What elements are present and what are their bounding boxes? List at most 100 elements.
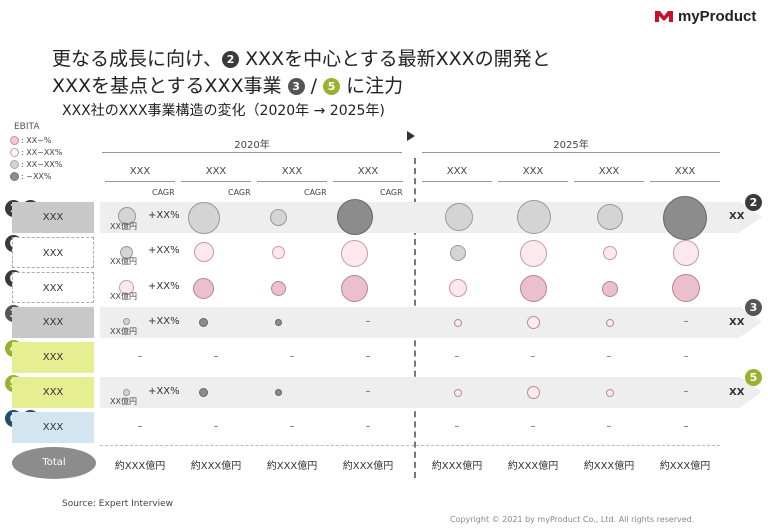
bubble bbox=[275, 389, 282, 396]
brand-name: myProduct bbox=[678, 7, 757, 25]
legend-swatch-icon bbox=[10, 148, 19, 157]
bubble bbox=[271, 281, 286, 296]
bubble bbox=[454, 389, 462, 397]
legend-label: : XX~XX% bbox=[21, 160, 63, 169]
number-badge-icon: 2 bbox=[745, 194, 762, 211]
legend-item: : XX~XX% bbox=[10, 147, 62, 158]
cagr-value: +XX% bbox=[148, 245, 180, 256]
source-note: Source: Expert Interview bbox=[62, 499, 174, 509]
bubble bbox=[188, 202, 220, 234]
column-header: XXX bbox=[181, 166, 251, 182]
segment-label: XXX bbox=[12, 377, 94, 408]
bubble bbox=[194, 242, 214, 262]
bubble bbox=[597, 204, 623, 230]
empty-value-dash: – bbox=[137, 351, 143, 362]
title-separator: / bbox=[304, 75, 324, 97]
bubble bbox=[120, 246, 133, 259]
total-value: 約XXX億円 bbox=[507, 461, 559, 472]
cagr-value: +XX% bbox=[148, 281, 180, 292]
column-header: XXX bbox=[257, 166, 327, 182]
arrow-right-icon bbox=[407, 131, 415, 141]
title-text: XXXを中心とする最新XXXの開発と bbox=[239, 48, 551, 70]
bubble bbox=[341, 275, 368, 302]
number-badge-icon: 5 bbox=[323, 78, 341, 95]
bubble bbox=[454, 319, 462, 327]
year-divider bbox=[422, 152, 720, 153]
segment-label: XXX bbox=[12, 272, 94, 303]
row-end-value: XX bbox=[729, 387, 745, 398]
empty-value-dash: – bbox=[289, 421, 295, 432]
brand-logo-icon bbox=[655, 11, 673, 22]
brand-logo: myProduct bbox=[654, 6, 766, 26]
title-text: 更なる成長に向け、 bbox=[52, 48, 223, 70]
empty-value-dash: – bbox=[213, 351, 219, 362]
bubble bbox=[527, 386, 540, 399]
legend-label: : ~XX% bbox=[21, 172, 52, 181]
empty-value-dash: – bbox=[683, 351, 689, 362]
total-value: 約XXX億円 bbox=[583, 461, 635, 472]
row-end-value: XX bbox=[729, 317, 745, 328]
empty-value-dash: – bbox=[454, 421, 460, 432]
bubble bbox=[672, 274, 700, 302]
bubble bbox=[199, 318, 208, 327]
legend-title: EBITA bbox=[14, 122, 40, 132]
number-badge-icon: 3 bbox=[745, 299, 762, 316]
year-header-2025: 2025年 bbox=[553, 140, 589, 151]
empty-value-dash: – bbox=[365, 351, 371, 362]
cagr-value: +XX% bbox=[148, 386, 180, 397]
segment-label: XXX bbox=[12, 412, 94, 443]
title-text: XXXを基点とするXXX事業 bbox=[52, 75, 288, 97]
empty-value-dash: – bbox=[683, 386, 689, 397]
number-badge-icon: 2 bbox=[222, 51, 240, 68]
empty-value-dash: – bbox=[606, 351, 612, 362]
empty-value-dash: – bbox=[365, 316, 371, 327]
legend-item: : ~XX% bbox=[10, 171, 52, 182]
cagr-label: CAGR bbox=[380, 188, 403, 197]
bubble bbox=[123, 389, 130, 396]
segment-label: XXX bbox=[12, 342, 94, 373]
cagr-label: CAGR bbox=[228, 188, 251, 197]
bubble bbox=[602, 281, 618, 297]
legend-swatch-icon bbox=[10, 160, 19, 169]
empty-value-dash: – bbox=[530, 351, 536, 362]
market-size: XX億円 bbox=[110, 257, 137, 266]
empty-value-dash: – bbox=[365, 386, 371, 397]
bubble bbox=[445, 203, 473, 231]
row-separator bbox=[100, 445, 720, 446]
bubble bbox=[520, 240, 547, 267]
row-band bbox=[100, 377, 740, 408]
market-size: XX億円 bbox=[110, 397, 137, 406]
bubble bbox=[527, 316, 540, 329]
page-title-line1: 更なる成長に向け、 2 XXXを中心とする最新XXXの開発と bbox=[52, 46, 551, 72]
column-header: XXX bbox=[422, 166, 492, 182]
copyright-note: Copyright © 2021 by myProduct Co., Ltd. … bbox=[450, 515, 695, 524]
cagr-label: CAGR bbox=[152, 188, 175, 197]
total-value: 約XXX億円 bbox=[431, 461, 483, 472]
page-title-line2: XXXを基点とするXXX事業 3 / 5 に注力 bbox=[52, 73, 403, 99]
bubble bbox=[341, 240, 368, 267]
market-size: XX億円 bbox=[110, 292, 137, 301]
total-label: Total bbox=[12, 447, 96, 479]
segment-label: XXX bbox=[12, 307, 94, 338]
legend-swatch-icon bbox=[10, 136, 19, 145]
bubble bbox=[606, 319, 614, 327]
segment-label: XXX bbox=[12, 237, 94, 268]
empty-value-dash: – bbox=[683, 421, 689, 432]
legend-item: : XX~XX% bbox=[10, 159, 62, 170]
market-size: XX億円 bbox=[110, 222, 137, 231]
empty-value-dash: – bbox=[683, 316, 689, 327]
column-header: XXX bbox=[333, 166, 403, 182]
bubble bbox=[673, 240, 699, 266]
empty-value-dash: – bbox=[137, 421, 143, 432]
bubble bbox=[272, 246, 285, 259]
legend-label: : XX~XX% bbox=[21, 148, 63, 157]
year-divider bbox=[102, 152, 402, 153]
empty-value-dash: – bbox=[213, 421, 219, 432]
legend-swatch-icon bbox=[10, 172, 19, 181]
total-value: 約XXX億円 bbox=[190, 461, 242, 472]
empty-value-dash: – bbox=[365, 421, 371, 432]
empty-value-dash: – bbox=[606, 421, 612, 432]
bubble bbox=[123, 318, 130, 325]
empty-value-dash: – bbox=[289, 351, 295, 362]
row-end-value: XX bbox=[729, 211, 745, 222]
